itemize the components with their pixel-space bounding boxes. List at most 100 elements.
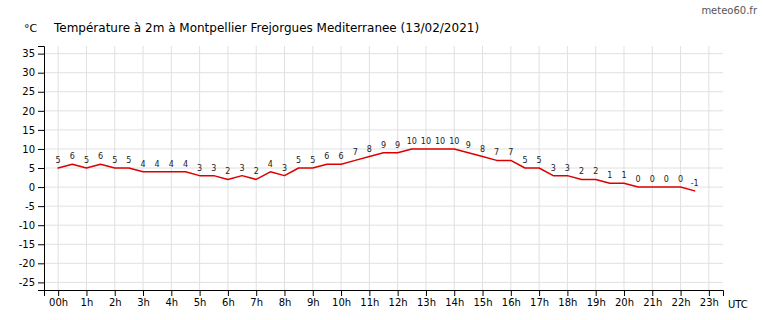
y-tick: 5 bbox=[29, 163, 44, 174]
x-tick: 18h bbox=[558, 290, 577, 308]
grid-line bbox=[44, 282, 723, 283]
x-tick-mark bbox=[313, 290, 314, 296]
y-tick-label: -5 bbox=[25, 201, 35, 212]
grid-line bbox=[44, 263, 723, 264]
data-label: 0 bbox=[664, 175, 669, 184]
x-tick-mark bbox=[171, 290, 172, 296]
data-label: 4 bbox=[183, 160, 188, 169]
x-tick-label: 14h bbox=[445, 297, 464, 308]
x-tick-label: 23h bbox=[700, 297, 719, 308]
y-tick-mark bbox=[38, 149, 44, 150]
x-tick-label: 21h bbox=[643, 297, 662, 308]
x-tick: 14h bbox=[445, 290, 464, 308]
x-tick-mark bbox=[681, 290, 682, 296]
plot-area bbox=[58, 149, 695, 191]
x-tick-mark bbox=[652, 290, 653, 296]
y-tick: 20 bbox=[22, 106, 44, 117]
x-tick: 23h bbox=[700, 290, 719, 308]
grid-line bbox=[44, 187, 723, 188]
data-label: 4 bbox=[140, 160, 145, 169]
data-label: 10 bbox=[407, 137, 417, 146]
y-tick-mark bbox=[38, 244, 44, 245]
grid-line bbox=[44, 110, 723, 111]
data-label: 10 bbox=[449, 137, 459, 146]
x-tick-mark bbox=[284, 290, 285, 296]
x-tick-label: 1h bbox=[81, 297, 94, 308]
x-tick: 2h bbox=[109, 290, 122, 308]
x-tick-mark bbox=[624, 290, 625, 296]
grid-line bbox=[44, 244, 723, 245]
x-tick-mark bbox=[228, 290, 229, 296]
y-tick-label: 10 bbox=[22, 144, 35, 155]
x-tick: 17h bbox=[530, 290, 549, 308]
x-tick-mark bbox=[369, 290, 370, 296]
y-tick-label: 15 bbox=[22, 125, 35, 136]
y-tick-mark bbox=[38, 111, 44, 112]
x-tick-mark bbox=[709, 290, 710, 296]
data-label: 6 bbox=[324, 152, 329, 161]
y-tick-mark bbox=[38, 225, 44, 226]
data-label: 6 bbox=[70, 152, 75, 161]
x-tick: 10h bbox=[332, 290, 351, 308]
data-label: 7 bbox=[353, 148, 358, 157]
data-label: 1 bbox=[607, 171, 612, 180]
data-label: 2 bbox=[593, 167, 598, 176]
data-label: 6 bbox=[339, 152, 344, 161]
x-tick-label: 00h bbox=[49, 297, 68, 308]
data-label: 10 bbox=[435, 137, 445, 146]
x-tick: 16h bbox=[502, 290, 521, 308]
x-tick: 15h bbox=[473, 290, 492, 308]
x-axis-title: UTC bbox=[728, 299, 748, 310]
x-tick-label: 12h bbox=[389, 297, 408, 308]
grid-line bbox=[44, 168, 723, 169]
y-tick-mark bbox=[38, 263, 44, 264]
y-axis-line bbox=[38, 47, 45, 291]
x-tick-label: 6h bbox=[222, 297, 235, 308]
y-tick-label: -25 bbox=[19, 277, 35, 288]
x-tick: 8h bbox=[279, 290, 292, 308]
x-tick-label: 3h bbox=[137, 297, 150, 308]
x-tick: 4h bbox=[165, 290, 178, 308]
y-tick-mark bbox=[38, 187, 44, 188]
grid bbox=[44, 46, 723, 290]
grid-line bbox=[44, 53, 723, 54]
x-tick-label: 15h bbox=[473, 297, 492, 308]
data-label: 5 bbox=[310, 156, 315, 165]
x-tick-label: 17h bbox=[530, 297, 549, 308]
y-tick-mark bbox=[38, 282, 44, 283]
x-tick-mark bbox=[511, 290, 512, 296]
x-tick: 7h bbox=[250, 290, 263, 308]
y-tick-label: -10 bbox=[19, 220, 35, 231]
x-tick-label: 8h bbox=[279, 297, 292, 308]
x-tick-mark bbox=[200, 290, 201, 296]
y-tick-mark bbox=[38, 73, 44, 74]
x-tick-label: 22h bbox=[672, 297, 691, 308]
x-tick-mark bbox=[454, 290, 455, 296]
data-label: -1 bbox=[691, 179, 699, 188]
x-tick: 12h bbox=[389, 290, 408, 308]
data-label: 3 bbox=[551, 164, 556, 173]
data-label: 2 bbox=[254, 167, 259, 176]
y-tick-label: 5 bbox=[29, 163, 35, 174]
x-tick-label: 18h bbox=[558, 297, 577, 308]
x-tick-mark bbox=[341, 290, 342, 296]
data-label: 9 bbox=[381, 141, 386, 150]
x-tick-label: 13h bbox=[417, 297, 436, 308]
y-tick-label: 0 bbox=[29, 182, 35, 193]
data-label: 0 bbox=[678, 175, 683, 184]
y-tick: -5 bbox=[25, 201, 44, 212]
x-tick-label: 5h bbox=[194, 297, 207, 308]
x-tick-label: 19h bbox=[587, 297, 606, 308]
data-label: 3 bbox=[239, 164, 244, 173]
x-tick: 11h bbox=[360, 290, 379, 308]
watermark: meteo60.fr bbox=[701, 5, 758, 16]
y-tick-mark bbox=[38, 92, 44, 93]
x-tick: 6h bbox=[222, 290, 235, 308]
data-label: 9 bbox=[395, 141, 400, 150]
x-tick: 21h bbox=[643, 290, 662, 308]
x-tick-label: 11h bbox=[360, 297, 379, 308]
data-label: 7 bbox=[508, 148, 513, 157]
x-tick-mark bbox=[567, 290, 568, 296]
x-tick-mark bbox=[58, 290, 59, 296]
y-tick-mark bbox=[38, 130, 44, 131]
